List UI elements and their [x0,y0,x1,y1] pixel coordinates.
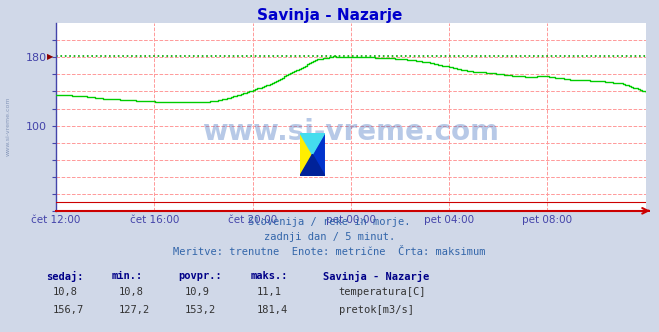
Text: Slovenija / reke in morje.: Slovenija / reke in morje. [248,217,411,227]
Text: pretok[m3/s]: pretok[m3/s] [339,305,414,315]
Text: 127,2: 127,2 [119,305,150,315]
Text: Savinja - Nazarje: Savinja - Nazarje [257,8,402,23]
Polygon shape [312,133,325,176]
Text: sedaj:: sedaj: [46,271,84,282]
Text: 153,2: 153,2 [185,305,215,315]
Text: 156,7: 156,7 [53,305,84,315]
Text: 181,4: 181,4 [257,305,288,315]
Text: 10,8: 10,8 [53,287,78,297]
Text: povpr.:: povpr.: [178,271,221,281]
Text: Savinja - Nazarje: Savinja - Nazarje [323,271,429,282]
Polygon shape [300,154,325,176]
Text: 10,8: 10,8 [119,287,144,297]
Text: Meritve: trenutne  Enote: metrične  Črta: maksimum: Meritve: trenutne Enote: metrične Črta: … [173,247,486,257]
Text: 10,9: 10,9 [185,287,210,297]
Polygon shape [300,133,312,176]
Text: www.si-vreme.com: www.si-vreme.com [5,96,11,156]
Text: 11,1: 11,1 [257,287,282,297]
Text: ▶: ▶ [47,52,53,61]
Text: min.:: min.: [112,271,143,281]
Text: maks.:: maks.: [250,271,288,281]
Text: www.si-vreme.com: www.si-vreme.com [202,118,500,146]
Polygon shape [300,133,325,154]
Text: temperatura[C]: temperatura[C] [339,287,426,297]
Text: zadnji dan / 5 minut.: zadnji dan / 5 minut. [264,232,395,242]
